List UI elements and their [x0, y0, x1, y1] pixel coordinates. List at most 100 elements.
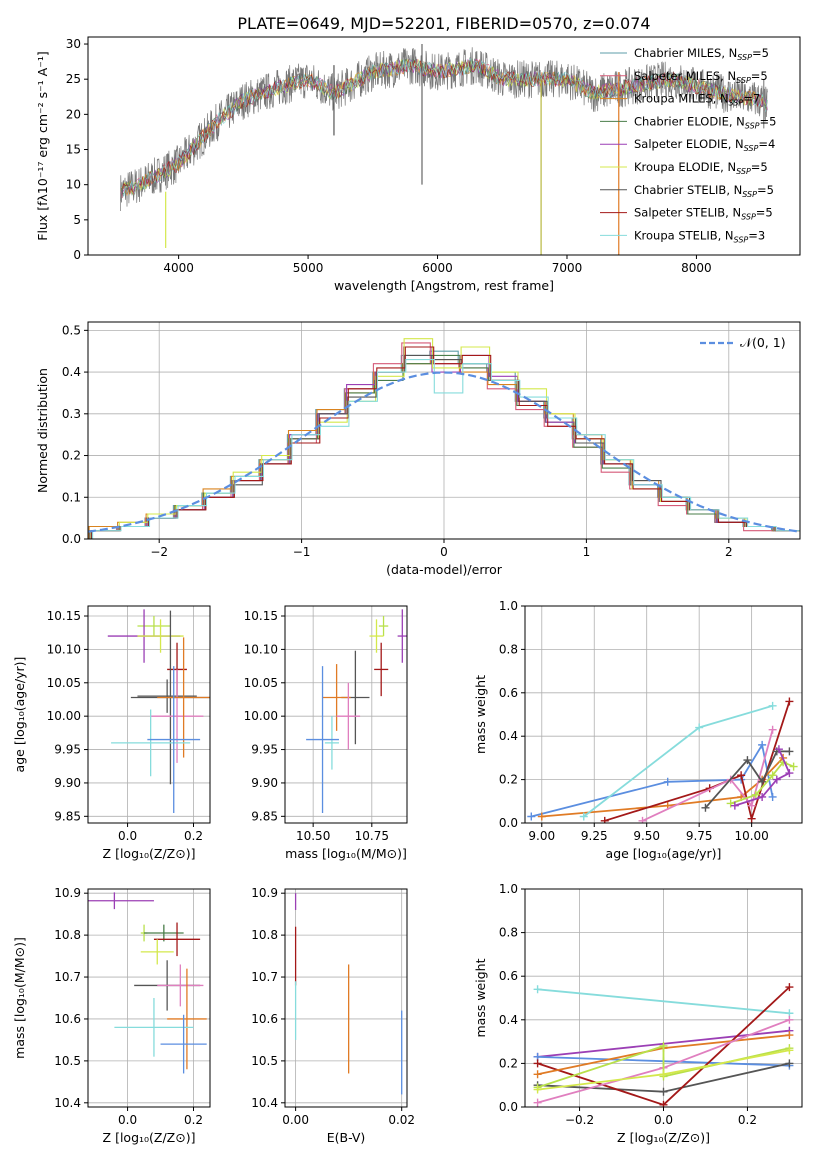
- x-tick-label: 9.50: [633, 829, 660, 843]
- y-tick-label: 0.6: [499, 969, 518, 983]
- legend-entry: Kroupa ELODIE, NSSP=5: [634, 160, 768, 176]
- mass-weight-marker: [758, 777, 767, 786]
- x-tick-label: 0.02: [388, 1113, 415, 1127]
- x-tick-label: 0.00: [282, 1113, 309, 1127]
- y-tick-label: 10.15: [244, 609, 278, 623]
- x-tick-label: 2: [725, 545, 733, 559]
- panel-8: −0.2 0.0 0.2 0.0 0.2 0.4 0.6 0.8 1.0 Z [log₁₀(Z/Z…: [473, 882, 803, 1145]
- y-tick-label: 10.9: [251, 886, 278, 900]
- x-tick-label: 0.2: [738, 1113, 757, 1127]
- mass-weight-marker: [785, 983, 794, 992]
- y-tick-label: 10.9: [54, 886, 81, 900]
- y-tick-label: 10.7: [251, 970, 278, 984]
- x-tick-label: 0.0: [118, 829, 137, 843]
- panel-1: 4000 5000 6000 7000 8000 0 5 10 15 20 25 30 waveleng…: [35, 36, 801, 293]
- plot-area: [527, 697, 798, 823]
- y-tick-label: 10.10: [244, 642, 278, 656]
- y-tick-label: 5: [73, 213, 81, 227]
- x-tick-label: −1: [293, 545, 311, 559]
- mass-weight-line: [642, 729, 774, 822]
- mass-weight-marker: [768, 701, 777, 710]
- mass-weight-line: [541, 757, 784, 818]
- legend-subscript: SSP: [736, 76, 751, 85]
- mass-weight-marker: [785, 697, 794, 706]
- legend-entry: 𝒩(0, 1): [740, 335, 786, 350]
- mass-weight-line: [583, 704, 773, 818]
- mass-weight-marker: [768, 771, 777, 780]
- histogram-series: [90, 354, 800, 539]
- legend-entry: Kroupa STELIB, NSSP=3: [634, 228, 765, 244]
- mass-weight-marker: [768, 792, 777, 801]
- x-tick-label: 9.25: [581, 829, 608, 843]
- model-spectrum-line: [121, 58, 768, 195]
- y-tick-label: 0.8: [499, 926, 518, 940]
- mass-weight-marker: [659, 1070, 668, 1079]
- y-axis-label: mass weight: [473, 675, 488, 754]
- legend-count: =5: [757, 183, 774, 197]
- mass-weight-marker: [533, 1059, 542, 1068]
- legend-entry: Salpeter STELIB, NSSP=5: [634, 206, 773, 222]
- x-tick-label: 10.00: [734, 829, 768, 843]
- mass-weight-marker: [663, 777, 672, 786]
- x-tick-label: 0.2: [184, 1113, 203, 1127]
- x-tick-label: −2: [150, 545, 168, 559]
- axes-frame: [87, 321, 801, 540]
- axes-frame: [87, 888, 211, 1108]
- y-tick-label: 10.10: [47, 642, 81, 656]
- mass-weight-marker: [533, 1070, 542, 1079]
- x-tick-label: 0: [440, 545, 448, 559]
- mass-weight-marker: [785, 769, 794, 778]
- legend-subscript: SSP: [741, 213, 756, 222]
- y-tick-label: 9.95: [54, 743, 81, 757]
- mass-weight-marker: [789, 762, 798, 771]
- mass-weight-marker: [579, 812, 588, 821]
- mass-weight-marker: [701, 803, 710, 812]
- axes-frame: [524, 888, 803, 1108]
- model-spectrum-line: [122, 57, 768, 197]
- y-tick-label: 0.0: [499, 816, 518, 830]
- figure-title: PLATE=0649, MJD=52201, FIBERID=0570, z=0…: [237, 14, 650, 33]
- x-axis-label: wavelength [Angstrom, rest frame]: [334, 278, 554, 293]
- x-tick-label: −0.2: [565, 1113, 594, 1127]
- x-tick-label: 10.50: [296, 829, 330, 843]
- y-tick-label: 9.90: [54, 776, 81, 790]
- y-tick-label: 0.1: [62, 490, 81, 504]
- mass-weight-marker: [537, 812, 546, 821]
- mass-weight-marker: [758, 740, 767, 749]
- axes-frame: [284, 888, 408, 1108]
- plot-area: [88, 338, 800, 539]
- y-tick-label: 0.8: [499, 642, 518, 656]
- y-tick-label: 10.15: [47, 609, 81, 623]
- y-tick-label: 10.5: [251, 1054, 278, 1068]
- histogram-series: [92, 359, 800, 539]
- y-tick-label: 10.4: [251, 1096, 278, 1110]
- panel-2: −2 −1 0 1 2 0.0 0.1 0.2 0.3 0.4 0.5 (data-model)/er…: [35, 321, 801, 577]
- histogram-series: [90, 338, 800, 539]
- x-tick-label: 9.75: [686, 829, 713, 843]
- y-tick-label: 0.6: [499, 686, 518, 700]
- x-tick-label: 0.0: [118, 1113, 137, 1127]
- y-tick-label: 10.5: [54, 1054, 81, 1068]
- mass-weight-marker: [638, 816, 647, 823]
- y-tick-label: 10.00: [47, 709, 81, 723]
- histogram-series: [88, 342, 800, 539]
- y-tick-label: 0.4: [499, 1013, 518, 1027]
- y-tick-label: 0.0: [62, 532, 81, 546]
- y-tick-label: 1.0: [499, 599, 518, 613]
- y-tick-label: 10.8: [251, 928, 278, 942]
- x-tick-label: 0.2: [184, 829, 203, 843]
- x-tick-label: 1: [583, 545, 591, 559]
- y-tick-label: 30: [66, 37, 81, 51]
- mass-weight-marker: [533, 1085, 542, 1094]
- x-axis-label: Z [log₁₀(Z/Z⊙)]: [617, 1130, 710, 1145]
- mass-weight-marker: [751, 790, 760, 799]
- y-tick-label: 9.90: [251, 776, 278, 790]
- y-tick-label: 20: [66, 107, 81, 121]
- x-axis-label: Z [log₁₀(Z/Z⊙)]: [103, 1130, 196, 1145]
- mass-weight-marker: [774, 745, 783, 754]
- y-tick-label: 1.0: [499, 882, 518, 896]
- legend-subscript: SSP: [744, 144, 759, 153]
- legend-subscript: SSP: [742, 190, 757, 199]
- y-tick-label: 10.6: [251, 1012, 278, 1026]
